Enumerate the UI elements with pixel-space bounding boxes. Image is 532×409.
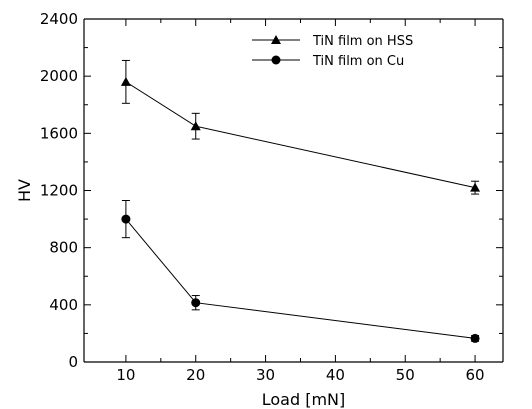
y-tick-label: 800	[49, 239, 78, 257]
x-tick-label: 50	[396, 366, 415, 384]
y-tick-label: 2400	[40, 10, 78, 28]
series-line	[125, 218, 476, 339]
data-point-marker	[470, 333, 480, 343]
y-tick-label: 0	[68, 353, 78, 371]
data-point-marker	[191, 298, 201, 308]
y-axis-ticks: 0 400 800 1200 1600 2000 2400	[40, 10, 503, 371]
legend-marker	[271, 55, 281, 65]
x-tick-label: 60	[466, 366, 485, 384]
plot-area	[83, 18, 504, 363]
x-tick-label: 30	[256, 366, 275, 384]
series-1	[120, 59, 481, 195]
y-tick-label: 1600	[40, 124, 78, 142]
series-2	[121, 200, 480, 343]
legend-label: TiN film on HSS	[312, 34, 413, 49]
series-layer	[120, 59, 481, 343]
y-tick-label: 1200	[40, 182, 78, 200]
data-point-marker	[470, 182, 481, 192]
legend: TiN film on HSS TiN film on Cu	[252, 34, 413, 69]
data-point-marker	[121, 214, 131, 224]
legend-label: TiN film on Cu	[312, 54, 404, 69]
legend-marker	[271, 35, 281, 44]
y-tick-label: 400	[49, 296, 78, 314]
y-axis-label: HV	[15, 179, 34, 202]
x-axis-label: Load [mN]	[262, 390, 346, 409]
data-point-marker	[190, 121, 201, 131]
series-line	[125, 81, 476, 189]
data-point-marker	[120, 76, 131, 86]
x-tick-label: 40	[326, 366, 345, 384]
x-tick-label: 20	[186, 366, 205, 384]
x-tick-label: 10	[116, 366, 135, 384]
y-tick-label: 2000	[40, 67, 78, 85]
x-axis-ticks: 10 20 30 40 50 60	[116, 19, 485, 384]
